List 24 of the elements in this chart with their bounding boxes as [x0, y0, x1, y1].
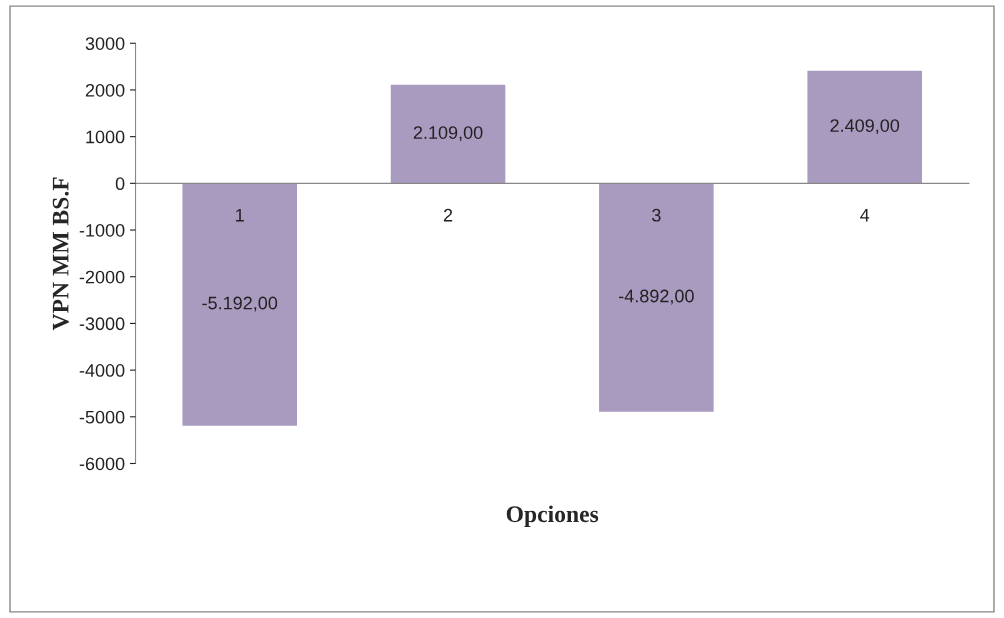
y-tick-label: 2000: [85, 83, 125, 97]
y-tick-label: -4000: [79, 364, 125, 377]
x-tick-label: 4: [860, 209, 870, 222]
data-label: -5.192,00: [202, 296, 278, 312]
data-label: 2.109,00: [413, 126, 483, 142]
y-tick-label: 0: [115, 177, 125, 191]
bar: [182, 183, 297, 426]
data-label: -4.892,00: [619, 289, 694, 305]
y-tick-label: -6000: [79, 457, 125, 471]
x-tick-label: 1: [236, 209, 244, 222]
x-tick-label: 3: [652, 208, 661, 222]
x-axis-title: Opciones: [506, 505, 599, 527]
y-tick-label: 3000: [85, 37, 125, 50]
data-label: 2.409,00: [830, 119, 900, 135]
y-axis-title: VPN MM BS.F: [52, 177, 69, 331]
bar: [807, 70, 922, 184]
y-tick-label: -2000: [79, 270, 125, 284]
y-tick-label: -3000: [79, 317, 125, 331]
y-tick-label: -5000: [79, 410, 125, 424]
y-tick-label: 1000: [86, 130, 125, 144]
y-tick-label: -1000: [79, 223, 125, 237]
bar: [599, 183, 714, 412]
bar: [390, 84, 506, 184]
x-tick-label: 2: [443, 208, 453, 222]
